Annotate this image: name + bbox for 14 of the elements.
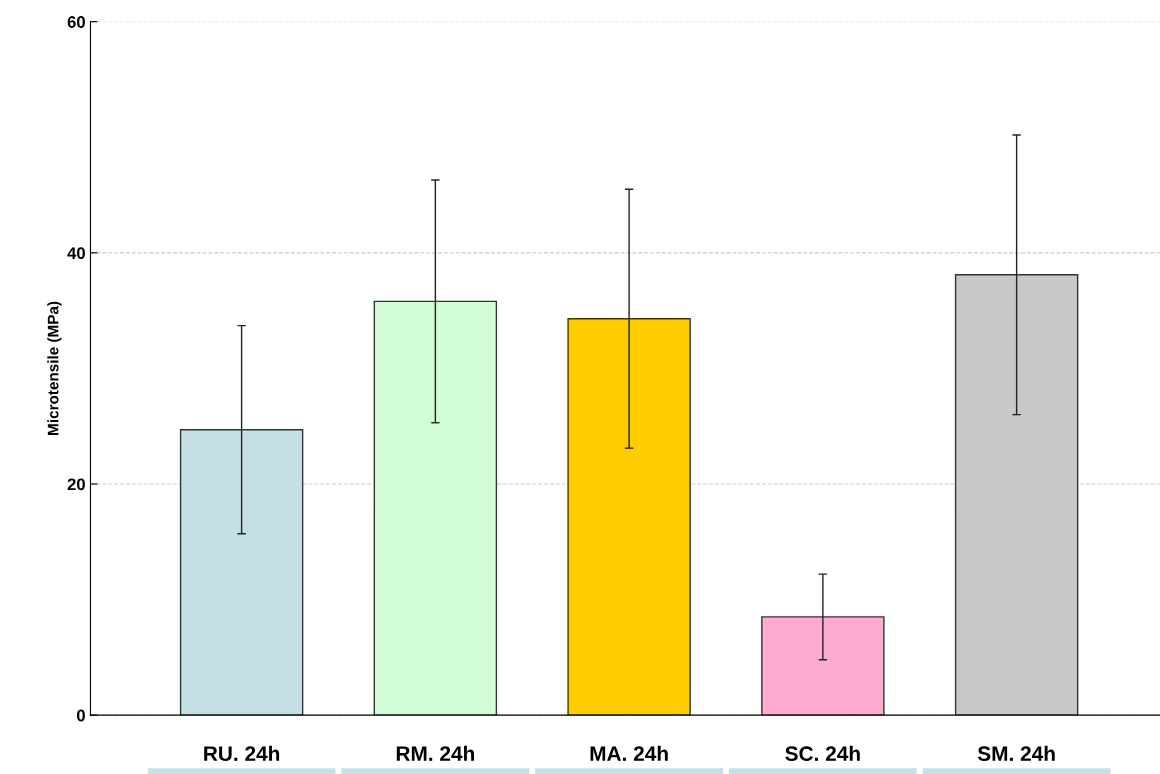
x-tick-label: MA. 24h xyxy=(590,745,668,761)
x-tick-label: SM. 24h xyxy=(977,745,1055,762)
y-axis-title: Microtensile (MPa) xyxy=(47,301,62,435)
y-tick-label: 60 xyxy=(67,16,85,28)
bar xyxy=(761,616,885,716)
y-tick-label: 0 xyxy=(77,709,85,722)
y-tick-label: 40 xyxy=(67,247,85,260)
bar xyxy=(373,300,498,716)
x-tick-label: RM. 24h xyxy=(396,745,475,761)
y-tick-label: 20 xyxy=(67,478,85,491)
x-tick-label: SC. 24h xyxy=(785,745,860,762)
bar xyxy=(179,428,304,716)
bar xyxy=(567,318,691,716)
x-tick-label: RU. 24h xyxy=(204,745,280,762)
